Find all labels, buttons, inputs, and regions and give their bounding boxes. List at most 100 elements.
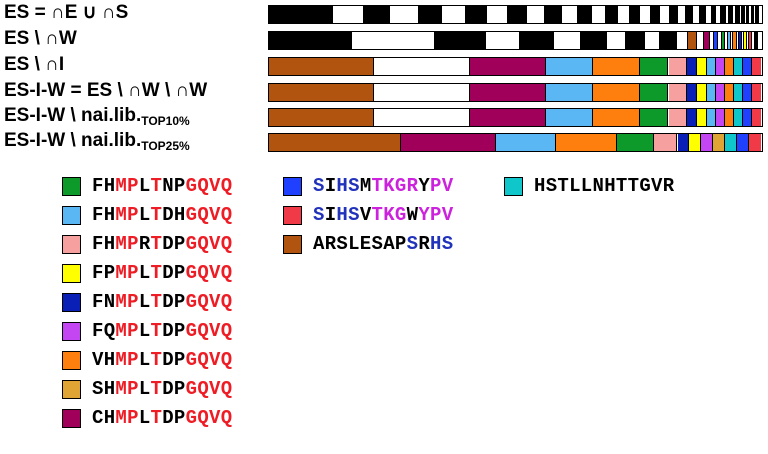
bar-segment [721, 6, 726, 23]
bar-segment [752, 109, 761, 126]
bar-segment [269, 84, 375, 101]
bar-segment [716, 6, 722, 23]
bar-segment [701, 134, 714, 151]
sequence-fragment: I [324, 204, 337, 226]
sequence-fragment: HS [430, 233, 454, 255]
bar-segment [706, 109, 716, 126]
bar-segment [743, 109, 753, 126]
bar-segment [752, 32, 755, 49]
sequence-fragment: S [313, 204, 325, 226]
legend-swatch [62, 293, 81, 312]
bar-segment [333, 6, 364, 23]
sequence-fragment: T [150, 349, 163, 371]
bar-segment [689, 134, 702, 151]
bar-segment [732, 6, 737, 23]
bar-segment [721, 32, 725, 49]
bar-segment [687, 84, 698, 101]
bar-segment [561, 6, 579, 23]
bar-segment [677, 134, 690, 151]
bar-segment [749, 134, 761, 151]
bar-segment [668, 84, 688, 101]
sequence-fragment: TKG [371, 204, 407, 226]
row-label-text: ES-I-W = ES \ ∩W \ ∩W [4, 80, 208, 101]
bar-segment [351, 32, 435, 49]
bar-segment [578, 6, 593, 23]
bar-segment [693, 6, 701, 23]
sequence-fragment: V [359, 204, 372, 226]
legend-sequence: FHMPLTNPGQVQ [92, 175, 232, 197]
sequence-fragment: YPV [418, 204, 454, 226]
sequence-fragment: DP [162, 349, 186, 371]
bar-segment [592, 58, 640, 75]
bar-segment [706, 84, 716, 101]
sequence-fragment: T [150, 291, 163, 313]
sequence-fragment: CH [92, 407, 116, 429]
sequence-fragment: GQVQ [185, 407, 233, 429]
bar-segment [401, 134, 496, 151]
sequence-fragment: DP [162, 233, 186, 255]
bar-segment [700, 6, 706, 23]
bar-segment [739, 6, 743, 23]
legend-swatch [62, 409, 81, 428]
legend-swatch [62, 380, 81, 399]
bar-segment [728, 32, 732, 49]
bar-segment [734, 84, 744, 101]
bar-segment [713, 134, 726, 151]
bar-segment [746, 6, 750, 23]
bar-segment [697, 84, 707, 101]
bar-segment [374, 84, 470, 101]
bar-segment [545, 84, 593, 101]
row-label: ES-I-W \ nai.lib.TOP25% [4, 130, 190, 157]
sequence-fragment: PV [430, 175, 454, 197]
bar-segment [434, 32, 486, 49]
sequence-fragment: FN [92, 291, 116, 313]
sequence-fragment: MP [115, 291, 139, 313]
sequence-fragment: T [150, 233, 163, 255]
sequence-fragment: T [150, 204, 163, 226]
row-label: ES = ∩E ∪ ∩S [4, 2, 128, 24]
bar-segment [736, 6, 740, 23]
legend-sequence: FQMPLTDPGQVQ [92, 320, 232, 342]
sequence-fragment: DP [162, 320, 186, 342]
bar-segment [751, 6, 754, 23]
bar-segment [507, 6, 527, 23]
bar-segment [724, 84, 735, 101]
sequence-fragment: DP [162, 378, 186, 400]
sequence-fragment: HS [336, 204, 360, 226]
sequence-fragment: GQVQ [185, 175, 233, 197]
sequence-fragment: SH [92, 378, 116, 400]
legend-sequence: CHMPLTDPGQVQ [92, 407, 232, 429]
sequence-fragment: S [406, 233, 419, 255]
bar-segment [724, 32, 729, 49]
bar-segment [645, 32, 661, 49]
bar-segment [639, 58, 669, 75]
sequence-fragment: GQVQ [185, 378, 233, 400]
bar-segment [747, 32, 750, 49]
legend-swatch [283, 206, 302, 225]
sequence-fragment: DP [162, 262, 186, 284]
bar-segment [686, 6, 694, 23]
sequence-fragment: MP [115, 233, 139, 255]
legend-sequence: SHMPLTDPGQVQ [92, 378, 232, 400]
bar-segment [705, 6, 712, 23]
bar-segment [485, 32, 520, 49]
bar-segment [687, 32, 698, 49]
sequence-fragment: GQVQ [185, 349, 233, 371]
sequence-fragment: MP [115, 204, 139, 226]
sequence-bar [268, 83, 763, 102]
bar-segment [749, 6, 752, 23]
bar-segment [581, 32, 607, 49]
sequence-fragment: Y [418, 175, 431, 197]
sequence-fragment: L [138, 349, 151, 371]
row-label-subscript: TOP10% [141, 114, 190, 128]
bar-segment [703, 32, 710, 49]
bar-segment [389, 6, 419, 23]
bar-segment [734, 109, 744, 126]
sequence-fragment: R [418, 233, 431, 255]
bar-segment [545, 6, 562, 23]
sequence-fragment: I [324, 175, 337, 197]
bar-segment [737, 134, 750, 151]
sequence-fragment: T [150, 175, 163, 197]
sequence-fragment: DH [162, 204, 186, 226]
row-label: ES-I-W = ES \ ∩W \ ∩W [4, 80, 207, 102]
